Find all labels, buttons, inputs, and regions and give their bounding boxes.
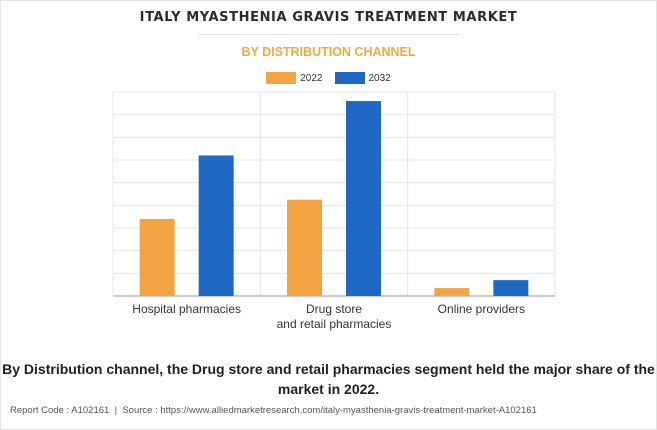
bar-2022-1	[287, 199, 322, 296]
bar-2032-2	[493, 280, 529, 296]
x-tick-label: and retail pharmacies	[277, 317, 392, 331]
bar-2032-1	[346, 101, 381, 296]
report-code: Report Code : A102161	[10, 405, 110, 416]
title-divider	[198, 34, 460, 35]
legend-label-2022: 2022	[300, 72, 323, 84]
legend-swatch-2022	[266, 72, 297, 84]
legend-label-2032: 2032	[368, 72, 391, 84]
chart-title: ITALY MYASTHENIA GRAVIS TREATMENT MARKET	[139, 10, 518, 25]
x-tick-label: Drug store	[306, 302, 362, 316]
chart-subtitle: BY DISTRIBUTION CHANNEL	[241, 45, 416, 59]
chart-caption: By Distribution channel, the Drug store …	[2, 361, 655, 397]
footer-separator: |	[114, 405, 118, 416]
bar-2032-0	[198, 155, 234, 296]
legend-swatch-2032	[334, 72, 365, 84]
bar-2022-0	[139, 218, 175, 296]
source-link[interactable]: Source : https://www.alliedmarketresearc…	[122, 405, 537, 416]
legend: 2022 2032	[0, 72, 657, 84]
footer: Report Code : A102161 | Source : https:/…	[10, 405, 537, 416]
legend-item-2022: 2022	[266, 72, 323, 84]
x-tick-label: Hospital pharmacies	[132, 302, 241, 316]
bar-2022-2	[434, 288, 470, 296]
x-tick-label: Online providers	[438, 302, 525, 316]
legend-item-2032: 2032	[334, 72, 391, 84]
